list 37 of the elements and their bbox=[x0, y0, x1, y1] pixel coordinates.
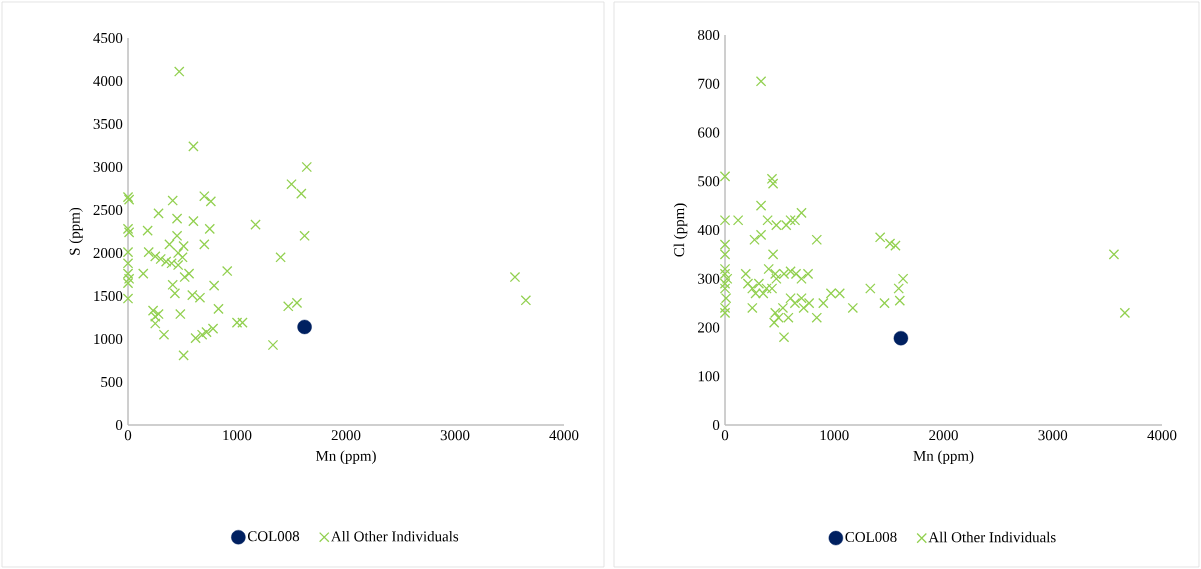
y-tick-label: 2500 bbox=[93, 204, 123, 216]
x-tick-label: 0 bbox=[124, 430, 132, 441]
x-tick-label: 2000 bbox=[929, 430, 958, 441]
y-axis-title: Cl (ppm) bbox=[673, 203, 688, 257]
x-tick-label: 1000 bbox=[223, 430, 252, 441]
y-tick-label: 0 bbox=[115, 419, 123, 431]
y-tick-label: 1000 bbox=[94, 333, 123, 345]
x-tick-label: 0 bbox=[721, 430, 729, 441]
y-tick-label: 600 bbox=[698, 127, 720, 138]
legend-label: All Other Individuals bbox=[330, 530, 459, 542]
y-tick-label: 800 bbox=[697, 29, 720, 41]
x-tick-label: 2000 bbox=[331, 430, 361, 441]
y-axis-title: S (ppm) bbox=[69, 207, 83, 255]
y-tick-label: 100 bbox=[698, 371, 720, 382]
y-tick-label: 700 bbox=[698, 78, 720, 89]
y-tick-label: 3500 bbox=[93, 118, 123, 130]
x-tick-label: 4000 bbox=[1147, 430, 1177, 441]
x-tick-label: 3000 bbox=[1038, 430, 1068, 441]
y-tick-label: 1500 bbox=[94, 290, 123, 302]
y-tick-label: 4000 bbox=[93, 75, 123, 87]
x-axis-title: Mn (ppm) bbox=[913, 450, 974, 464]
legend-label: COL008 bbox=[247, 531, 300, 542]
y-tick-label: 0 bbox=[712, 419, 720, 431]
y-tick-label: 300 bbox=[698, 273, 720, 284]
x-tick-label: 3000 bbox=[440, 430, 470, 441]
legend-label: All Other Individuals bbox=[928, 531, 1056, 543]
x-tick-label: 4000 bbox=[549, 430, 579, 441]
y-tick-label: 3000 bbox=[93, 161, 123, 173]
y-tick-label: 500 bbox=[698, 176, 720, 187]
x-axis-title: Mn (ppm) bbox=[315, 450, 376, 464]
legend-label: COL008 bbox=[845, 531, 897, 543]
y-tick-label: 500 bbox=[101, 376, 123, 388]
y-tick-label: 200 bbox=[698, 322, 720, 333]
y-tick-label: 2000 bbox=[93, 247, 123, 259]
y-tick-label: 400 bbox=[697, 224, 720, 236]
y-tick-label: 4500 bbox=[93, 32, 123, 44]
x-tick-label: 1000 bbox=[820, 430, 849, 441]
